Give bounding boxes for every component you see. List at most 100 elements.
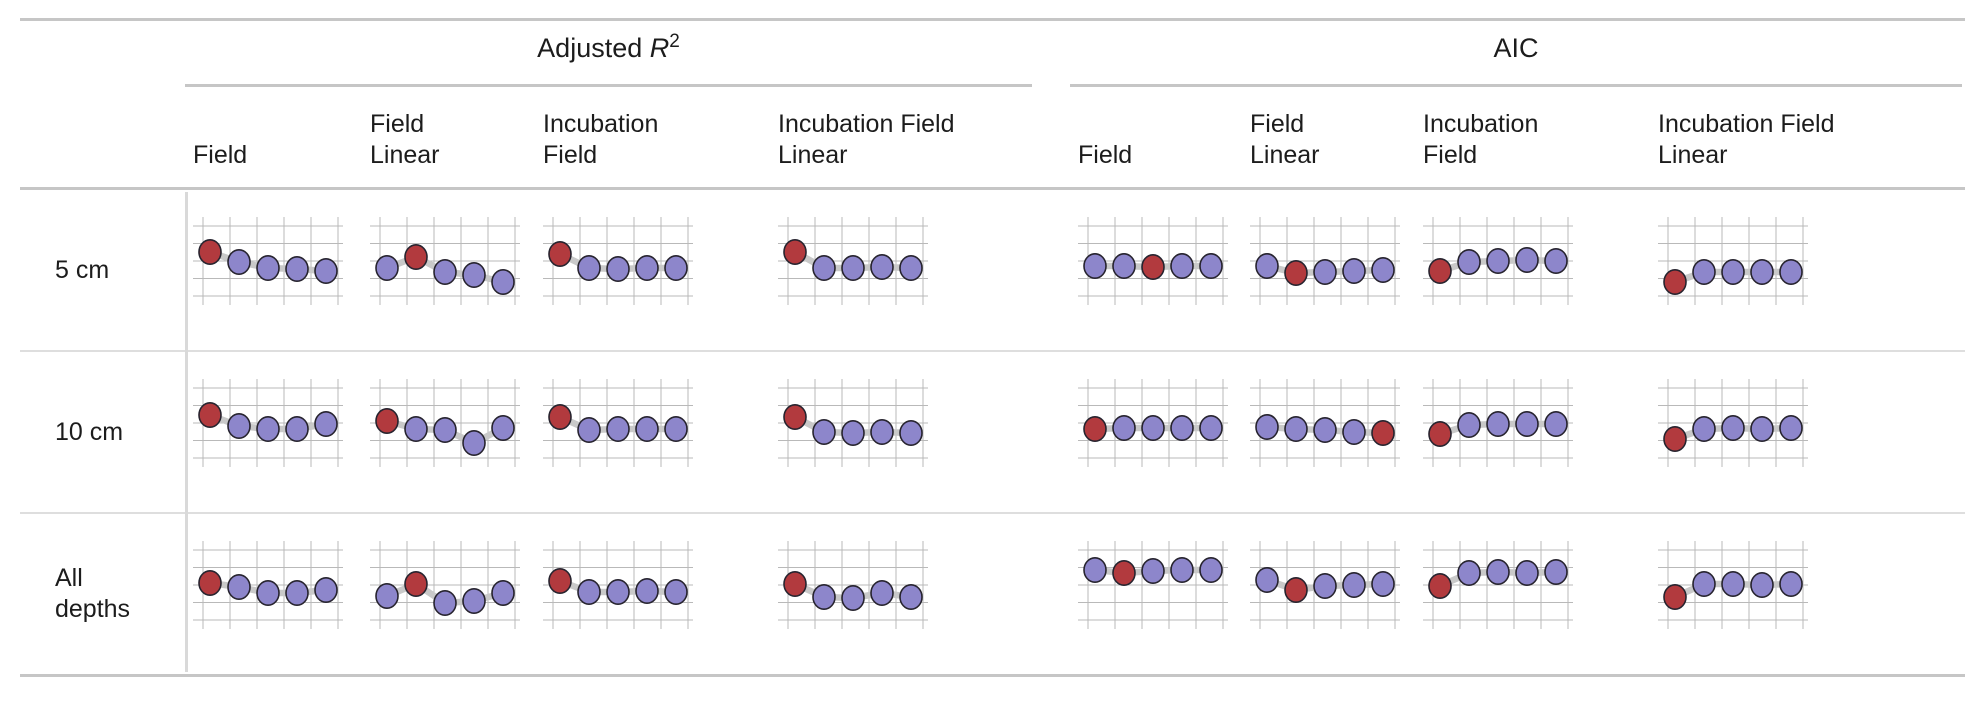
sparkline-chart xyxy=(1078,540,1228,629)
data-point xyxy=(491,414,515,441)
col-header-aic-incubation-field-linear: Incubation Field Linear xyxy=(1658,110,1835,169)
group-gap xyxy=(1032,87,1070,187)
data-point xyxy=(1255,566,1279,593)
data-point-best-red xyxy=(404,570,428,597)
label-divider xyxy=(185,192,188,672)
data-point xyxy=(841,254,865,281)
data-point-best-red xyxy=(1663,425,1687,452)
data-point xyxy=(285,579,309,606)
data-point xyxy=(375,254,399,281)
data-point-best-red xyxy=(198,238,222,265)
data-point xyxy=(635,577,659,604)
data-point xyxy=(227,248,251,275)
data-point-best-red xyxy=(198,401,222,428)
data-point-best-red xyxy=(548,567,572,594)
data-point xyxy=(1779,570,1803,597)
data-point-best-red xyxy=(404,243,428,270)
data-point xyxy=(1486,558,1510,585)
data-point xyxy=(812,418,836,445)
sparkline-cell xyxy=(770,514,1032,674)
sparkline-chart xyxy=(1658,378,1808,467)
data-point xyxy=(1692,415,1716,442)
sparkline-cell xyxy=(1070,514,1242,674)
data-point-best-red xyxy=(1428,572,1452,599)
table-row: All depths xyxy=(20,514,1965,674)
row-label-depth: All depths xyxy=(55,564,131,623)
data-point-best-red xyxy=(198,569,222,596)
adjusted-r2-sup: 2 xyxy=(669,31,680,52)
sparkline-cell xyxy=(362,352,535,512)
data-point xyxy=(1199,414,1223,441)
data-point xyxy=(1371,570,1395,597)
sparkline-cell xyxy=(770,190,1032,350)
row-label-depth: 10 cm xyxy=(55,417,124,446)
data-point xyxy=(285,415,309,442)
col-header-adjr2-incubation-field: Incubation Field xyxy=(543,110,659,169)
sparkline-chart xyxy=(370,540,520,629)
sparkline-chart xyxy=(1423,216,1573,305)
data-point xyxy=(1486,247,1510,274)
data-point-best-red xyxy=(1083,415,1107,442)
data-point xyxy=(1457,248,1481,275)
data-point xyxy=(1750,258,1774,285)
data-point xyxy=(899,583,923,610)
group-gap xyxy=(1032,352,1070,512)
data-point xyxy=(256,415,280,442)
data-point xyxy=(664,578,688,605)
data-point xyxy=(664,415,688,442)
row-label-depth: 5 cm xyxy=(55,255,110,284)
data-point xyxy=(1083,252,1107,279)
col-header-adjr2-field-linear: Field Linear xyxy=(370,110,440,169)
data-point xyxy=(1750,415,1774,442)
grid-lines xyxy=(1250,540,1400,629)
data-point xyxy=(1692,570,1716,597)
data-point xyxy=(491,579,515,606)
data-point-best-red xyxy=(783,238,807,265)
table-row: 5 cm xyxy=(20,190,1965,352)
data-point xyxy=(1342,571,1366,598)
data-point xyxy=(1141,414,1165,441)
sparkline-cell xyxy=(362,514,535,674)
data-point xyxy=(899,254,923,281)
data-point xyxy=(606,255,630,282)
data-point xyxy=(1170,414,1194,441)
sparkline-cell xyxy=(1415,190,1650,350)
data-point xyxy=(1199,556,1223,583)
data-point-best-red xyxy=(783,403,807,430)
sparkline-chart xyxy=(370,378,520,467)
adjusted-r2-variable: R xyxy=(649,33,670,63)
data-point xyxy=(606,415,630,442)
data-point xyxy=(1313,572,1337,599)
sparkline-cell xyxy=(535,190,770,350)
data-point xyxy=(1112,414,1136,441)
group-title-row: Adjusted R2 AIC xyxy=(20,21,1965,87)
data-point xyxy=(635,254,659,281)
data-point xyxy=(1515,246,1539,273)
data-point-best-red xyxy=(1428,420,1452,447)
sparkline-cell xyxy=(535,514,770,674)
data-point-best-red xyxy=(1284,576,1308,603)
data-point-best-red xyxy=(548,240,572,267)
data-point xyxy=(1342,418,1366,445)
sparkline-cell xyxy=(1070,352,1242,512)
sparkline-cell xyxy=(1242,514,1415,674)
sparkline-cell xyxy=(185,190,362,350)
data-point-best-red xyxy=(1112,559,1136,586)
data-point xyxy=(314,410,338,437)
data-point-best-red xyxy=(783,570,807,597)
bottom-rule xyxy=(20,674,1965,677)
grid-lines xyxy=(543,540,693,629)
data-point xyxy=(433,416,457,443)
sparkline-chart xyxy=(193,216,343,305)
data-point xyxy=(1750,571,1774,598)
data-point xyxy=(1342,257,1366,284)
data-point xyxy=(1779,258,1803,285)
data-point xyxy=(256,254,280,281)
sparkline-chart xyxy=(1658,540,1808,629)
aic-label: AIC xyxy=(1493,33,1539,63)
sparkline-chart xyxy=(1250,378,1400,467)
table-body: 5 cm 10 cm All depths xyxy=(20,190,1965,674)
data-point xyxy=(1371,256,1395,283)
corner-cell xyxy=(20,87,185,187)
data-point xyxy=(1721,414,1745,441)
